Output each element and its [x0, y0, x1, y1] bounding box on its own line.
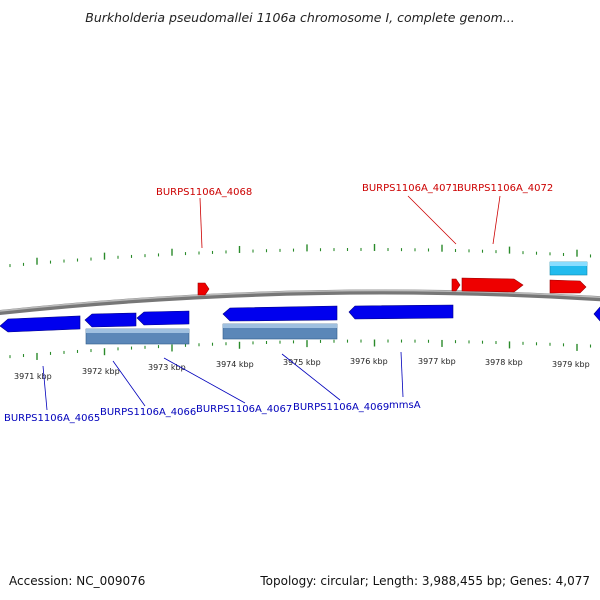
topology-summary: Topology: circular; Length: 3,988,455 bp… — [260, 574, 590, 588]
scale-label: 3976 kbp — [350, 357, 388, 366]
leader-line — [281, 353, 341, 401]
gene-label-burps1106a-4065[interactable]: BURPS1106A_4065 — [4, 413, 100, 424]
rna-reverse-highlight-1 — [86, 329, 189, 333]
accession-text: Accession: NC_009076 — [9, 574, 146, 588]
scale-label: 3973 kbp — [148, 363, 186, 372]
scale-label: 3978 kbp — [485, 358, 523, 367]
leader-line — [163, 357, 246, 404]
gene-mmsa-edge[interactable] — [593, 306, 600, 322]
forward-strand-ticks — [9, 243, 592, 268]
chromosome-backbone-highlight — [0, 289, 600, 312]
scale-label: 3974 kbp — [216, 360, 254, 369]
gene-label-mmsa[interactable]: mmsA — [389, 400, 421, 411]
gene-label-burps1106a-4071[interactable]: BURPS1106A_4071 — [362, 183, 458, 194]
gene-burps1106a-4068[interactable] — [197, 282, 210, 296]
reverse-strand-ticks — [9, 339, 592, 360]
gene-burps1106a-4067[interactable] — [222, 305, 338, 322]
gene-label-burps1106a-4066[interactable]: BURPS1106A_4066 — [100, 407, 196, 418]
leader-line — [42, 365, 48, 411]
leader-line — [112, 360, 146, 407]
gene-label-burps1106a-4068[interactable]: BURPS1106A_4068 — [156, 187, 252, 198]
gene-burps1106a-4071[interactable] — [461, 277, 524, 293]
gene-label-burps1106a-4069[interactable]: BURPS1106A_4069 — [293, 402, 389, 413]
rna-reverse-highlight-2 — [223, 324, 337, 328]
gene-small-forward[interactable] — [451, 278, 461, 292]
gene-burps1106a-4066b[interactable] — [136, 310, 190, 326]
scale-label: 3977 kbp — [418, 357, 456, 366]
chromosome-backbone — [0, 289, 600, 315]
leader-line — [407, 195, 457, 245]
scale-label: 3979 kbp — [552, 360, 590, 369]
gene-burps1106a-4066a[interactable] — [84, 312, 137, 328]
gene-label-burps1106a-4067[interactable]: BURPS1106A_4067 — [196, 404, 292, 415]
scale-label: 3971 kbp — [14, 372, 52, 381]
rna-forward-highlight — [550, 262, 587, 266]
leader-line — [400, 351, 404, 398]
gene-burps1106a-4069[interactable] — [348, 304, 454, 320]
gene-label-burps1106a-4072[interactable]: BURPS1106A_4072 — [457, 183, 553, 194]
scale-label: 3975 kbp — [283, 358, 321, 367]
leader-line — [199, 197, 203, 249]
leader-line — [492, 195, 501, 245]
scale-label: 3972 kbp — [82, 367, 120, 376]
gene-burps1106a-4065[interactable] — [0, 315, 81, 333]
gene-burps1106a-4072[interactable] — [549, 279, 587, 294]
map-title: Burkholderia pseudomallei 1106a chromoso… — [85, 10, 515, 25]
